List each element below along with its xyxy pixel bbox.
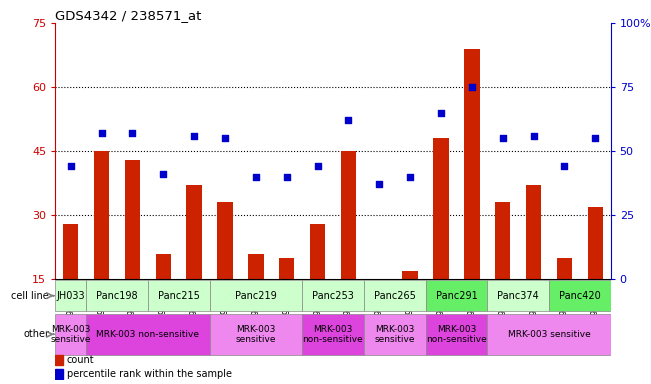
Text: Panc374: Panc374 <box>497 291 539 301</box>
Text: MRK-003 sensitive: MRK-003 sensitive <box>508 330 590 339</box>
Bar <box>279 258 294 279</box>
Text: MRK-003
non-sensitive: MRK-003 non-sensitive <box>303 324 363 344</box>
Text: JH033: JH033 <box>57 291 85 301</box>
Bar <box>86 314 210 354</box>
Bar <box>402 271 418 279</box>
Text: count: count <box>67 355 94 365</box>
Text: GDS4342 / 238571_at: GDS4342 / 238571_at <box>55 9 202 22</box>
Text: Panc291: Panc291 <box>436 291 477 301</box>
Text: Panc253: Panc253 <box>312 291 354 301</box>
Bar <box>302 280 364 311</box>
Bar <box>55 369 64 379</box>
Bar <box>248 253 264 279</box>
Point <box>66 164 76 170</box>
Text: MRK-003 non-sensitive: MRK-003 non-sensitive <box>96 330 199 339</box>
Text: MRK-003
sensitive: MRK-003 sensitive <box>51 324 91 344</box>
Bar <box>55 280 86 311</box>
Bar <box>495 202 510 279</box>
Bar <box>426 314 487 354</box>
Text: Panc265: Panc265 <box>374 291 415 301</box>
Point <box>497 135 508 141</box>
Bar <box>487 314 611 354</box>
Bar <box>464 49 480 279</box>
Bar <box>549 280 611 311</box>
Point <box>96 130 107 136</box>
Bar <box>86 280 148 311</box>
Bar <box>526 185 541 279</box>
Point <box>127 130 137 136</box>
Point <box>559 164 570 170</box>
Point <box>374 181 385 187</box>
Text: Panc215: Panc215 <box>158 291 200 301</box>
Text: MRK-003
sensitive: MRK-003 sensitive <box>374 324 415 344</box>
Point <box>251 174 261 180</box>
Point <box>158 171 169 177</box>
Bar <box>217 202 232 279</box>
Bar <box>63 223 79 279</box>
Bar <box>426 280 487 311</box>
Point <box>343 117 353 123</box>
Bar <box>340 151 356 279</box>
Text: Panc198: Panc198 <box>96 291 138 301</box>
Bar <box>94 151 109 279</box>
Bar <box>364 280 426 311</box>
Text: Panc420: Panc420 <box>559 291 601 301</box>
Bar <box>210 280 302 311</box>
Bar <box>55 314 86 354</box>
Bar <box>434 138 449 279</box>
Text: MRK-003
sensitive: MRK-003 sensitive <box>236 324 276 344</box>
Bar <box>125 160 140 279</box>
Text: Panc219: Panc219 <box>235 291 277 301</box>
Bar <box>148 280 210 311</box>
Point <box>189 132 199 139</box>
Bar <box>587 207 603 279</box>
Bar <box>364 314 426 354</box>
Point <box>405 174 415 180</box>
Point <box>590 135 600 141</box>
Point <box>220 135 230 141</box>
Bar <box>186 185 202 279</box>
Text: percentile rank within the sample: percentile rank within the sample <box>67 369 232 379</box>
Text: MRK-003
non-sensitive: MRK-003 non-sensitive <box>426 324 487 344</box>
Bar <box>156 253 171 279</box>
Bar <box>487 280 549 311</box>
Text: cell line: cell line <box>12 291 49 301</box>
Bar <box>302 314 364 354</box>
Point <box>529 132 539 139</box>
Point <box>436 109 446 116</box>
Bar <box>55 355 64 365</box>
Text: other: other <box>23 329 49 339</box>
Bar <box>210 314 302 354</box>
Point <box>312 164 323 170</box>
Point <box>281 174 292 180</box>
Bar <box>310 223 326 279</box>
Bar <box>557 258 572 279</box>
Point <box>467 84 477 90</box>
